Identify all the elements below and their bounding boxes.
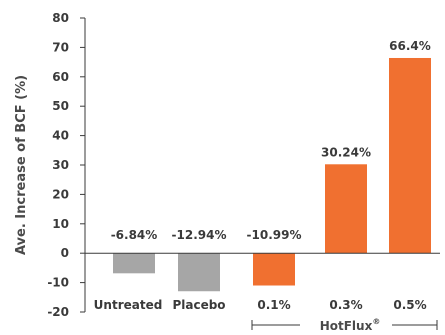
bar <box>178 253 220 292</box>
y-tick-label: 0 <box>61 246 69 260</box>
bar <box>389 57 431 254</box>
category-labels: Untreated Placebo 0.1% 0.3% 0.5% <box>94 298 427 312</box>
y-tick-label: 20 <box>52 187 69 201</box>
bar <box>113 253 155 274</box>
bars <box>113 57 431 292</box>
category-label: Untreated <box>94 298 163 312</box>
y-axis: -20 -10 0 10 20 30 40 50 60 70 80 <box>47 11 85 319</box>
y-tick-label: 60 <box>52 70 69 84</box>
group-bracket: HotFlux® <box>251 317 438 333</box>
bar <box>325 164 367 254</box>
y-axis-label: Ave. Increase of BCF (%) <box>14 75 29 255</box>
y-tick-label: 30 <box>52 158 69 172</box>
data-labels: -6.84% -12.94% -10.99% 30.24% 66.4% <box>111 39 431 242</box>
category-label: 0.5% <box>393 298 426 312</box>
data-label: 66.4% <box>389 39 431 53</box>
data-label: -10.99% <box>247 228 302 242</box>
bar <box>253 253 295 286</box>
y-tick-label: 10 <box>52 217 69 231</box>
y-tick-label: 80 <box>52 11 69 25</box>
category-label: Placebo <box>172 298 225 312</box>
data-label: -6.84% <box>111 228 158 242</box>
category-label: 0.3% <box>329 298 362 312</box>
data-label: -12.94% <box>172 228 227 242</box>
category-label: 0.1% <box>257 298 290 312</box>
data-label: 30.24% <box>321 145 371 159</box>
y-tick-label: 70 <box>52 40 69 54</box>
y-tick-label: 40 <box>52 129 69 143</box>
y-tick-label: -20 <box>47 305 69 319</box>
y-tick-label: 50 <box>52 99 69 113</box>
y-tick-label: -10 <box>47 276 69 290</box>
group-label: HotFlux® <box>320 317 381 333</box>
